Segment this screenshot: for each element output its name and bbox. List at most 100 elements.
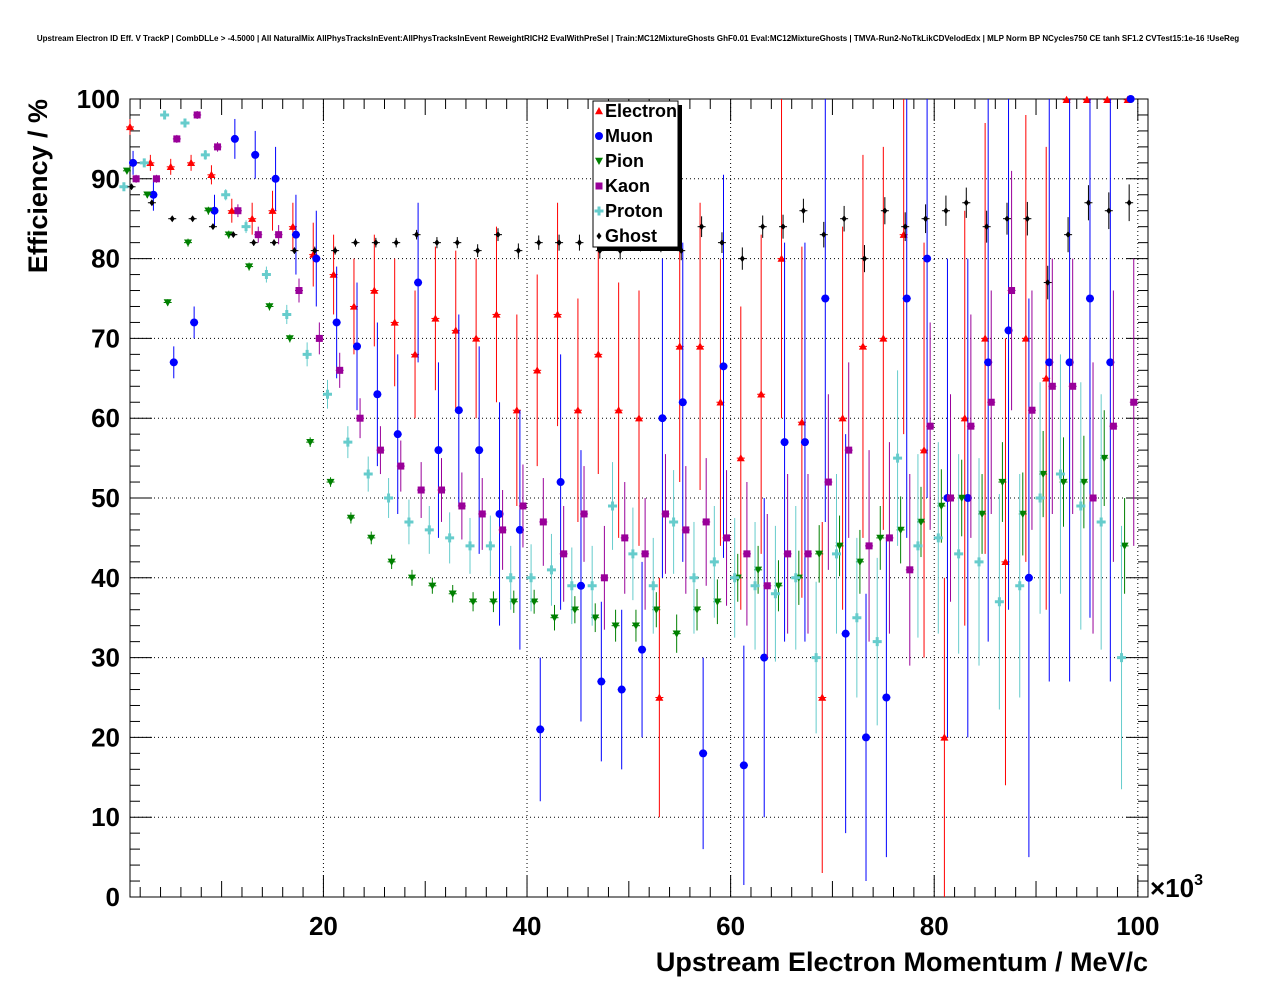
x-multiplier-exponent: 3 xyxy=(1194,872,1203,889)
data-point xyxy=(841,215,847,223)
legend-box xyxy=(592,100,679,248)
data-point xyxy=(370,286,379,294)
data-point xyxy=(193,111,201,119)
data-point xyxy=(373,239,379,247)
data-point xyxy=(655,693,664,701)
data-point xyxy=(818,693,827,701)
data-point xyxy=(621,534,629,542)
data-point xyxy=(862,733,871,742)
y-tick-label: 30 xyxy=(91,643,120,673)
data-point xyxy=(251,239,257,247)
data-point xyxy=(567,581,577,591)
data-point xyxy=(288,222,297,230)
data-point xyxy=(234,207,242,215)
data-point xyxy=(417,486,425,494)
data-point xyxy=(553,310,562,318)
data-point xyxy=(879,334,888,342)
data-point xyxy=(376,446,384,454)
data-point xyxy=(784,550,792,558)
data-point xyxy=(454,406,463,415)
data-point xyxy=(268,206,277,214)
data-point xyxy=(696,342,705,350)
data-point xyxy=(352,239,358,247)
data-point xyxy=(1045,279,1051,287)
legend: Electron Muon Pion Kaon Proton Ghost xyxy=(592,100,682,251)
data-point xyxy=(981,334,990,342)
legend-label-kaon: Kaon xyxy=(605,176,650,196)
data-point xyxy=(245,263,254,271)
data-point xyxy=(1069,382,1077,390)
data-point xyxy=(954,549,964,559)
data-point xyxy=(306,438,315,447)
legend-marker-ghost xyxy=(596,232,602,240)
data-point xyxy=(291,230,300,239)
data-point xyxy=(499,526,507,534)
data-point xyxy=(1082,95,1091,103)
data-point xyxy=(1062,95,1071,103)
legend-label-proton: Proton xyxy=(605,201,663,221)
data-point xyxy=(760,223,766,231)
data-point xyxy=(230,231,236,239)
data-point xyxy=(393,430,402,439)
data-point xyxy=(556,478,565,487)
legend-label-muon: Muon xyxy=(605,126,653,146)
data-point xyxy=(1076,501,1086,511)
data-point xyxy=(1024,573,1033,582)
data-point xyxy=(576,239,582,247)
data-point xyxy=(373,390,382,399)
data-point xyxy=(933,533,943,543)
data-point xyxy=(414,278,423,287)
data-point xyxy=(658,414,667,423)
data-point xyxy=(611,622,620,630)
data-point xyxy=(143,191,152,199)
x-axis-multiplier: ×103 xyxy=(1150,872,1203,903)
data-point xyxy=(472,334,481,342)
data-point xyxy=(448,590,457,598)
data-point xyxy=(699,749,708,758)
data-point xyxy=(628,549,638,559)
x-tick-label: 80 xyxy=(920,911,949,941)
data-point xyxy=(835,542,844,550)
data-point xyxy=(723,534,731,542)
data-point xyxy=(1035,493,1045,503)
data-point xyxy=(967,422,975,430)
data-point xyxy=(1109,422,1117,430)
data-point xyxy=(861,255,867,263)
legend-marker-electron xyxy=(595,107,603,115)
data-point xyxy=(356,414,364,422)
data-point xyxy=(550,614,559,622)
data-point xyxy=(1100,454,1109,463)
data-point xyxy=(458,502,466,510)
data-point xyxy=(485,541,495,551)
data-point xyxy=(265,303,274,311)
data-point xyxy=(597,677,606,686)
data-point xyxy=(367,534,376,542)
data-point xyxy=(475,446,484,455)
data-point xyxy=(349,302,358,310)
data-point xyxy=(678,398,687,407)
data-point xyxy=(539,518,547,526)
data-point xyxy=(780,438,789,447)
data-point xyxy=(495,509,504,518)
data-point xyxy=(1106,358,1115,367)
y-tick-label: 90 xyxy=(91,164,120,194)
data-point xyxy=(315,334,323,342)
data-point xyxy=(1085,199,1091,207)
data-point xyxy=(916,518,925,526)
data-point xyxy=(754,566,763,574)
data-point xyxy=(1126,95,1135,103)
data-point xyxy=(1089,494,1097,502)
data-point xyxy=(428,582,437,590)
data-point xyxy=(291,247,297,255)
legend-label-pion: Pion xyxy=(605,151,644,171)
data-point xyxy=(893,453,903,463)
data-point xyxy=(987,398,995,406)
data-point xyxy=(509,598,518,606)
data-point xyxy=(478,510,486,518)
data-point xyxy=(824,478,832,486)
data-point xyxy=(1106,207,1112,215)
data-point xyxy=(546,565,556,575)
data-point xyxy=(757,390,766,398)
data-point xyxy=(614,406,623,414)
y-tick-label: 70 xyxy=(91,323,120,353)
